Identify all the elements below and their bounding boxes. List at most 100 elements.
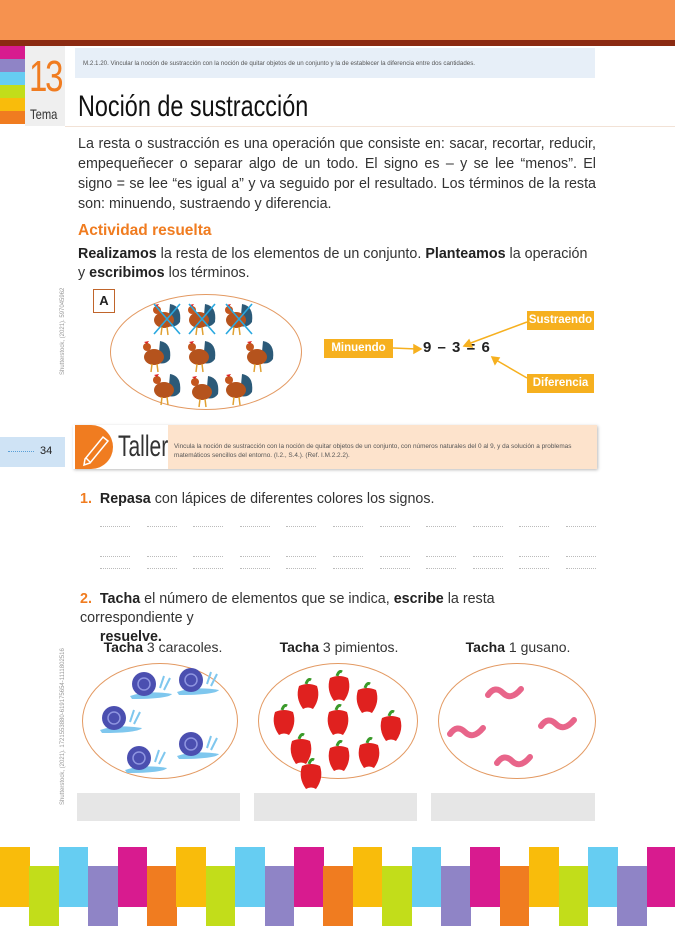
pepper-icon bbox=[358, 737, 380, 768]
bold: Repasa bbox=[99, 491, 151, 507]
answer-box-peppers[interactable] bbox=[254, 793, 417, 821]
color-bar bbox=[323, 866, 353, 926]
tema-number: 13 bbox=[29, 52, 63, 101]
dotted-row[interactable] bbox=[100, 568, 596, 570]
answer-box-snails[interactable] bbox=[77, 793, 240, 821]
color-bar bbox=[411, 847, 442, 907]
activity-instruction: Realizamos la resta de los elementos de … bbox=[78, 245, 598, 283]
divider bbox=[65, 126, 675, 127]
question-number: 2. bbox=[80, 591, 92, 607]
pepper-icon bbox=[328, 670, 350, 701]
pepper-icon bbox=[273, 704, 295, 735]
rooster-icon bbox=[188, 303, 216, 336]
rooster-icon bbox=[188, 341, 216, 373]
color-bar bbox=[264, 866, 295, 926]
color-strip bbox=[0, 98, 25, 111]
pepper-icon bbox=[297, 678, 319, 709]
diferencia-tag: Diferencia bbox=[527, 374, 594, 393]
color-bar bbox=[294, 847, 324, 907]
rooster-icon bbox=[225, 303, 253, 336]
color-bar bbox=[88, 866, 118, 926]
dotted-row[interactable] bbox=[100, 526, 596, 528]
color-bar bbox=[147, 866, 177, 926]
page-dots bbox=[8, 451, 34, 452]
exercise-label-snails: Tacha 3 caracoles. bbox=[103, 639, 223, 655]
intro-paragraph: La resta o sustracción es una operación … bbox=[78, 136, 596, 212]
color-strip bbox=[0, 85, 25, 98]
bold: Planteamos bbox=[425, 246, 506, 262]
tema-box bbox=[25, 46, 65, 126]
color-bar bbox=[499, 866, 530, 926]
rooster-icon bbox=[246, 341, 274, 373]
rooster-set bbox=[110, 294, 302, 410]
worm-set bbox=[438, 663, 596, 779]
snail-icon bbox=[177, 668, 219, 695]
color-bar bbox=[529, 847, 559, 907]
snail-set bbox=[82, 663, 238, 779]
color-strip bbox=[0, 72, 25, 85]
text: los términos. bbox=[164, 265, 250, 281]
bold: Tacha bbox=[99, 591, 141, 607]
color-bar bbox=[588, 847, 618, 907]
color-strip bbox=[0, 46, 25, 59]
page-title: Noción de sustracción bbox=[78, 90, 309, 123]
snail-icon bbox=[130, 672, 172, 699]
tema-label: Tema bbox=[30, 106, 58, 122]
worm-icon bbox=[494, 754, 533, 768]
pepper-icon bbox=[300, 758, 322, 789]
color-bar bbox=[117, 847, 148, 907]
pepper-icon bbox=[327, 704, 349, 735]
sustraendo-tag: Sustraendo bbox=[527, 311, 594, 330]
arrow-diferencia bbox=[495, 359, 528, 379]
page-number: 34 bbox=[0, 437, 65, 467]
objective: M.2.1.20. Vincular la noción de sustracc… bbox=[75, 48, 595, 78]
color-bar bbox=[558, 866, 589, 926]
arrows bbox=[392, 321, 528, 379]
pepper-icon bbox=[328, 740, 350, 771]
equation: 9 – 3 = 6 bbox=[423, 339, 491, 356]
pepper-set bbox=[258, 663, 418, 779]
worm-icon bbox=[447, 725, 486, 739]
exercise-label-worms: Tacha 1 gusano. bbox=[465, 639, 571, 655]
rooster-icon bbox=[225, 374, 253, 406]
color-bar bbox=[441, 866, 471, 926]
snail-icon bbox=[125, 746, 167, 773]
worm-icon bbox=[485, 686, 524, 700]
image-credit: Shutterstock, (2021). 1721553880-6191756… bbox=[60, 648, 66, 805]
color-bar bbox=[470, 847, 500, 907]
color-bar bbox=[205, 866, 236, 926]
dotted-row[interactable] bbox=[100, 556, 596, 558]
text: la resta correspondiente y bbox=[80, 591, 495, 626]
exercise-label-peppers: Tacha 3 pimientos. bbox=[279, 639, 399, 655]
rooster-icon bbox=[143, 341, 171, 373]
bold: escribe bbox=[393, 591, 444, 607]
pepper-icon bbox=[290, 733, 312, 764]
answer-box-worms[interactable] bbox=[431, 793, 595, 821]
taller-description: Vincula la noción de sustracción con la … bbox=[168, 425, 597, 469]
pepper-icon bbox=[356, 682, 378, 713]
color-strip bbox=[0, 59, 25, 72]
taller-title: Taller bbox=[118, 430, 169, 463]
color-bar bbox=[646, 847, 675, 907]
worm-icon bbox=[538, 717, 577, 731]
color-bar bbox=[0, 847, 30, 907]
snail-icon bbox=[100, 706, 142, 733]
bold: resuelve. bbox=[99, 629, 162, 645]
question-number: 1. bbox=[80, 491, 92, 507]
color-bar bbox=[617, 866, 647, 926]
text: con lápices de diferentes colores los si… bbox=[150, 491, 435, 507]
text: la resta de los elementos de un conjunto… bbox=[156, 246, 426, 262]
top-line bbox=[0, 40, 675, 46]
rooster-icon bbox=[153, 303, 181, 336]
bold: escribimos bbox=[89, 265, 165, 281]
color-bar bbox=[382, 866, 412, 926]
color-bar bbox=[235, 847, 265, 907]
question-1: 1. Repasa con lápices de diferentes colo… bbox=[80, 490, 434, 509]
pepper-icon bbox=[380, 710, 402, 741]
color-strip bbox=[0, 111, 25, 124]
color-bar bbox=[176, 847, 206, 907]
bold: Realizamos bbox=[78, 246, 157, 262]
figure-label: A bbox=[93, 289, 115, 313]
color-bar bbox=[352, 847, 383, 907]
snail-icon bbox=[177, 732, 219, 759]
